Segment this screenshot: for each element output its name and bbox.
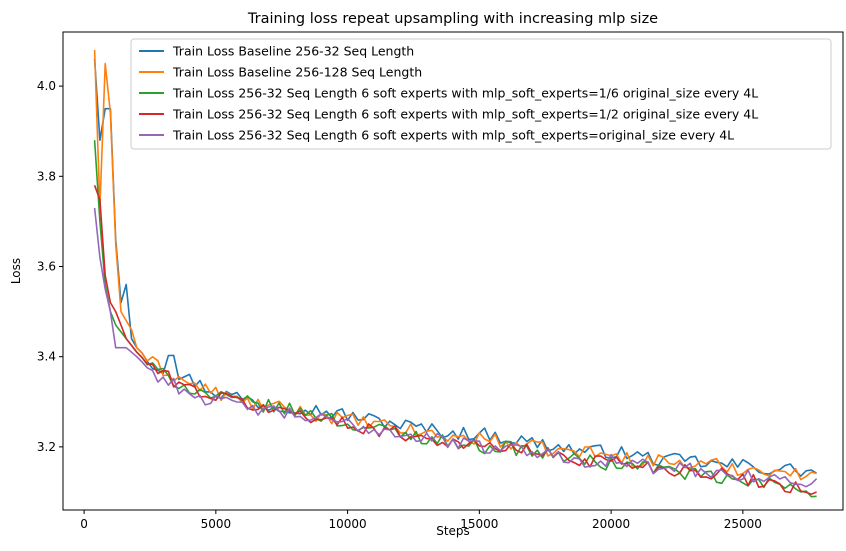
y-tick-label: 4.0 [37, 79, 56, 93]
y-tick-label: 3.8 [37, 169, 56, 183]
x-tick-label: 5000 [201, 517, 232, 531]
y-axis: 3.2 3.4 3.6 3.8 4.0 [37, 79, 63, 454]
x-axis: 0 5000 10000 15000 20000 25000 [80, 510, 762, 531]
y-axis-label: Loss [9, 258, 23, 284]
x-tick-label: 15000 [460, 517, 498, 531]
series-layer [93, 49, 818, 498]
series-line-2 [93, 49, 817, 481]
plot-area-frame [62, 31, 844, 511]
x-tick-label: 0 [80, 517, 88, 531]
legend-box [130, 38, 832, 150]
legend-label: Train Loss 256-32 Seq Length 6 soft expe… [172, 86, 758, 101]
chart-title: Training loss repeat upsampling with inc… [247, 11, 658, 27]
series-line-4 [93, 185, 817, 495]
x-tick-label: 25000 [724, 517, 762, 531]
x-axis-label: Steps [436, 524, 470, 538]
y-tick-label: 3.4 [37, 350, 56, 364]
legend-label: Train Loss Baseline 256-32 Seq Length [172, 44, 414, 59]
y-tick-label: 3.6 [37, 259, 56, 273]
legend-label: Train Loss 256-32 Seq Length 6 soft expe… [172, 107, 758, 122]
x-tick-label: 10000 [329, 517, 367, 531]
y-tick-label: 3.2 [37, 440, 56, 454]
legend-label: Train Loss 256-32 Seq Length 6 soft expe… [172, 128, 734, 143]
legend-label: Train Loss Baseline 256-128 Seq Length [172, 65, 422, 80]
x-tick-label: 20000 [592, 517, 630, 531]
legend: Train Loss Baseline 256-32 Seq Length Tra… [130, 38, 832, 150]
series-line-5 [93, 207, 818, 488]
